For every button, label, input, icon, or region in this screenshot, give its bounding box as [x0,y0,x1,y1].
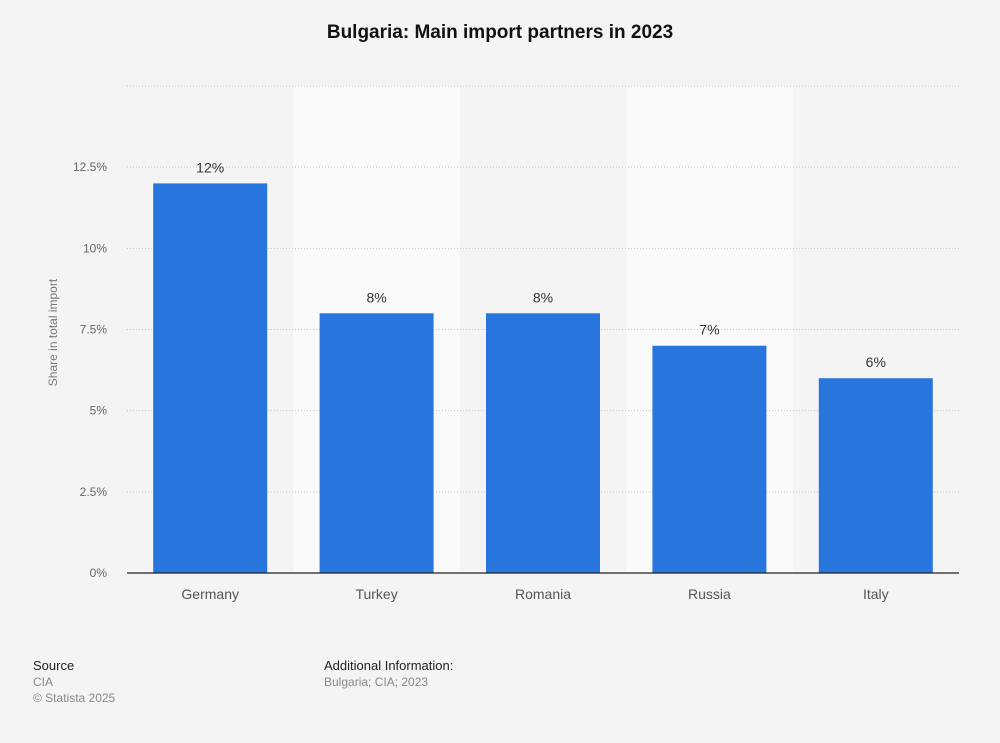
data-label: 8% [366,289,386,305]
source-heading: Source [33,658,75,673]
x-tick-label: Russia [688,586,731,602]
y-axis-title: Share in total import [46,278,60,386]
data-label: 12% [196,159,224,175]
copyright: © Statista 2025 [33,691,116,705]
y-tick-label: 10% [83,241,107,255]
additional-info-value: Bulgaria; CIA; 2023 [324,675,429,689]
bar-russia [652,345,767,573]
x-tick-label: Italy [863,586,889,602]
x-tick-label: Germany [181,586,239,602]
data-label: 8% [533,289,553,305]
y-tick-label: 2.5% [80,485,108,499]
y-tick-label: 0% [90,566,108,580]
additional-info-section: Additional Information: Bulgaria; CIA; 2… [324,658,453,690]
bar-romania [486,313,600,573]
x-tick-label: Romania [515,586,571,602]
bar-turkey [319,313,434,573]
y-tick-label: 7.5% [80,323,108,337]
bar-germany [153,183,268,573]
data-label: 7% [699,322,719,338]
additional-info-heading: Additional Information: [324,658,454,673]
y-tick-label: 12.5% [73,160,107,174]
x-tick-label: Turkey [355,586,397,602]
source-value[interactable]: CIA [33,675,54,689]
y-tick-label: 5% [90,404,108,418]
bar-italy [818,378,933,573]
source-section: Source CIA © Statista 2025 [33,658,115,706]
chart-title: Bulgaria: Main import partners in 2023 [326,22,674,43]
data-label: 6% [866,354,886,370]
